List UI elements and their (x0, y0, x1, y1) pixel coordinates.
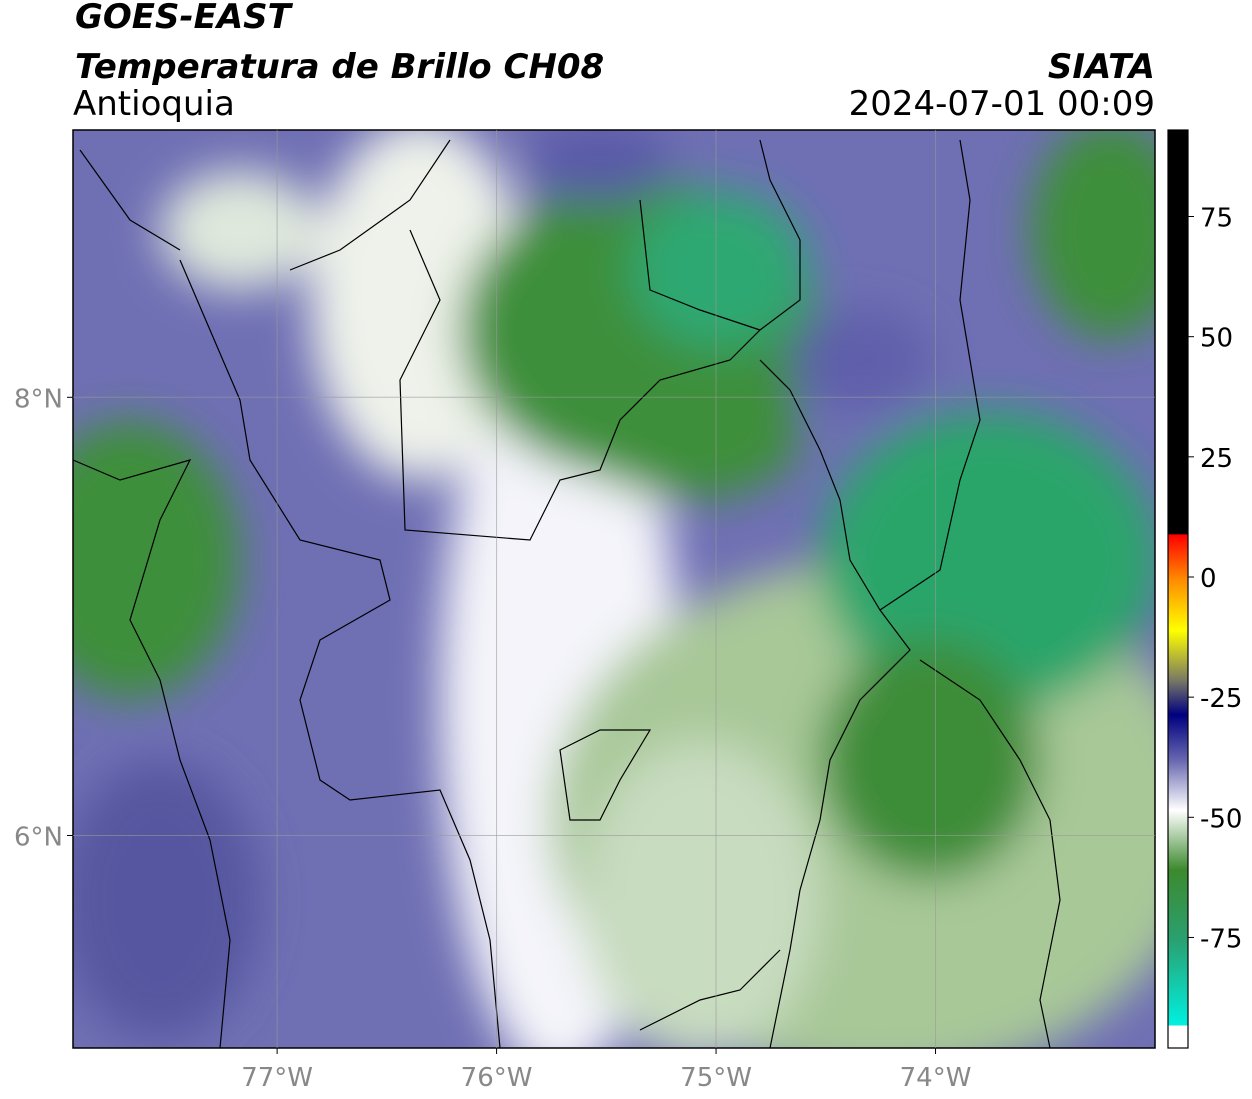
y-tick-label: 8°N (14, 384, 63, 414)
x-tick-label: 76°W (461, 1063, 533, 1093)
timestamp: 2024-07-01 00:09 (849, 84, 1155, 124)
title: GOES-EAST (75, 0, 294, 37)
colorbar-tick-label: 0 (1200, 564, 1217, 594)
map-frame (72, 129, 1156, 1049)
colorbar (1167, 129, 1189, 1049)
colorbar-tick-label: 50 (1200, 324, 1233, 354)
colorbar-tick-label: -75 (1200, 924, 1242, 954)
y-tick-label: 6°N (14, 822, 63, 852)
subtitle: Temperatura de Brillo CH08 (75, 47, 604, 87)
colorbar-tick-label: -25 (1200, 684, 1242, 714)
colorbar-tick-label: -50 (1200, 804, 1242, 834)
colorbar-tick-label: 75 (1200, 204, 1233, 234)
imagery (73, 130, 1155, 1048)
region: Antioquia (73, 84, 235, 124)
x-tick-label: 77°W (241, 1063, 313, 1093)
x-tick-label: 75°W (680, 1063, 752, 1093)
x-tick-label: 74°W (900, 1063, 972, 1093)
agency: SIATA (1048, 47, 1155, 87)
colorbar-tick-label: 25 (1200, 444, 1233, 474)
